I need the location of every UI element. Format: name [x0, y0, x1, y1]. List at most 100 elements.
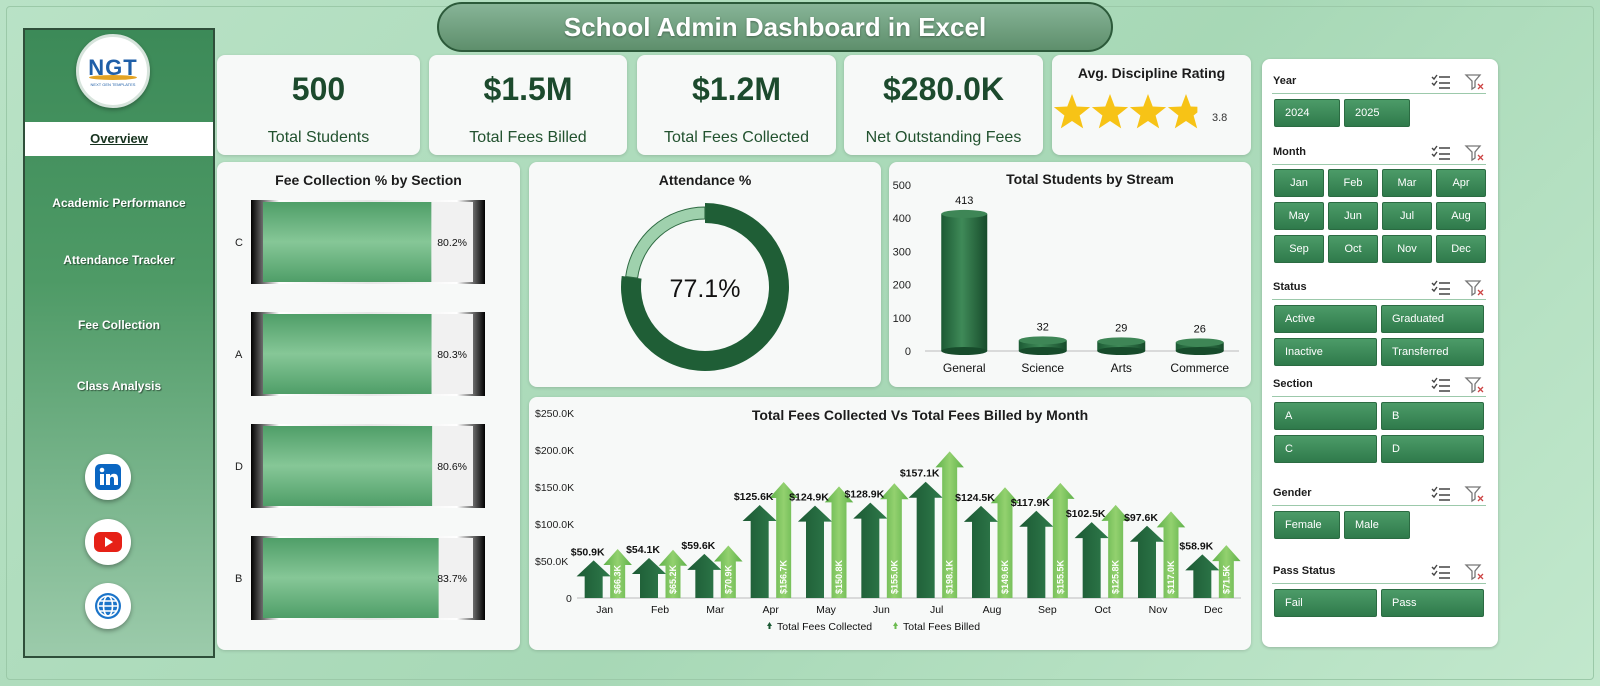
clear-filter-icon[interactable]: [1464, 376, 1486, 394]
star-icon: [1053, 94, 1091, 129]
slicer-option-month-jan[interactable]: Jan: [1274, 169, 1324, 197]
slicer-option-month-apr[interactable]: Apr: [1436, 169, 1486, 197]
fees-billed-bar: [935, 451, 964, 598]
slicer-option-status-inactive[interactable]: Inactive: [1274, 338, 1377, 366]
stream-bar-top: [1097, 337, 1146, 346]
slicer-option-section-d[interactable]: D: [1381, 435, 1484, 463]
slicer-option-status-transferred[interactable]: Transferred: [1381, 338, 1484, 366]
stream-category-label: Commerce: [1170, 361, 1229, 375]
nav-overview[interactable]: Overview: [25, 122, 213, 156]
rating-title: Avg. Discipline Rating: [1077, 65, 1226, 81]
multi-select-icon[interactable]: [1430, 279, 1452, 297]
slicer-option-month-oct[interactable]: Oct: [1328, 235, 1378, 263]
slicer-toolbar: [1430, 279, 1490, 297]
chart-title: Attendance %: [658, 172, 752, 188]
month-label: Aug: [983, 604, 1002, 616]
rating-stars: [1053, 94, 1198, 129]
month-label: Jul: [930, 604, 943, 616]
slicer-option-section-b[interactable]: B: [1381, 402, 1484, 430]
multi-select-icon[interactable]: [1430, 73, 1452, 91]
multi-select-icon[interactable]: [1430, 563, 1452, 581]
kpi-label: Total Fees Billed: [469, 129, 587, 146]
slicer-toolbar: [1430, 485, 1490, 503]
students-stream-chart: 0 100 200 300 400 500 413 General 32 Science 29 Art…: [893, 180, 1239, 375]
month-label: Mar: [706, 604, 725, 616]
clear-filter-icon[interactable]: [1464, 563, 1486, 581]
fees-collected-bar: [1129, 525, 1165, 598]
fees-billed-bar: [880, 483, 909, 598]
linkedin-icon[interactable]: [85, 454, 131, 500]
slicer-option-section-a[interactable]: A: [1274, 402, 1377, 430]
fees-billed-data-label: $71.5K: [1221, 564, 1231, 594]
stream-bar: [1175, 338, 1224, 355]
fees-billed-data-label: $149.6K: [1000, 559, 1010, 594]
stream-category-label: General: [943, 361, 986, 375]
slicer-option-status-graduated[interactable]: Graduated: [1381, 305, 1484, 333]
slicer-option-month-aug[interactable]: Aug: [1436, 202, 1486, 230]
fees-billed-bar: [1156, 511, 1186, 598]
monthly-fees-panel: Total Fees Collected Vs Total Fees Bille…: [529, 397, 1251, 650]
dashboard-title: School Admin Dashboard in Excel: [437, 2, 1113, 52]
star-icon: [1129, 94, 1167, 129]
slicer-toolbar: [1430, 563, 1490, 581]
slicer-option-year-2025[interactable]: 2025: [1344, 99, 1410, 127]
slicer-option-month-nov[interactable]: Nov: [1382, 235, 1432, 263]
multi-select-icon[interactable]: [1430, 144, 1452, 162]
slicer-option-month-mar[interactable]: Mar: [1382, 169, 1432, 197]
fees-billed-data-label: $125.8K: [1111, 559, 1121, 594]
logo-subtext: NEXT GEN TEMPLATES: [90, 82, 136, 87]
slicer-option-month-sep[interactable]: Sep: [1274, 235, 1324, 263]
slicer-option-month-jun[interactable]: Jun: [1328, 202, 1378, 230]
fees-billed-bar: [1101, 504, 1130, 598]
section-data-label: 83.7%: [437, 573, 467, 585]
kpi-card-discipline-rating: Avg. Discipline Rating 3.8: [1052, 55, 1251, 155]
slicer-option-pass-status-pass[interactable]: Pass: [1381, 589, 1484, 617]
kpi-value: 500: [291, 71, 346, 107]
kpi-card-total-fees-collected: $1.2M Total Fees Collected: [637, 55, 836, 155]
multi-select-icon[interactable]: [1430, 376, 1452, 394]
clear-filter-icon[interactable]: [1464, 73, 1486, 91]
slicer-divider: [1272, 93, 1486, 94]
slicer-option-month-jul[interactable]: Jul: [1382, 202, 1432, 230]
globe-icon[interactable]: [85, 583, 131, 629]
kpi-value: $1.2M: [692, 71, 781, 107]
youtube-icon[interactable]: [85, 519, 131, 565]
nav-attendance-tracker[interactable]: Attendance Tracker: [63, 253, 175, 267]
fees-collected-bar: [797, 505, 833, 598]
y-tick-label: 100: [893, 313, 911, 325]
slicer-option-year-2024[interactable]: 2024: [1274, 99, 1340, 127]
legend-billed-label: Total Fees Billed: [903, 621, 980, 633]
multi-select-icon[interactable]: [1430, 485, 1452, 503]
stream-bar-body: [1175, 342, 1224, 351]
section-bar: [263, 426, 433, 506]
stream-bar-base: [1018, 347, 1067, 355]
clear-filter-icon[interactable]: [1464, 485, 1486, 503]
fees-billed-data-label: $70.9K: [723, 564, 733, 594]
fees-billed-data-label: $65.2K: [668, 564, 678, 594]
chart-title: Total Students by Stream: [1006, 171, 1174, 187]
fees-collected-bar: [908, 481, 943, 598]
nav-academic-performance[interactable]: Academic Performance: [52, 196, 186, 210]
nav-fee-collection[interactable]: Fee Collection: [77, 318, 160, 332]
slicer-option-month-may[interactable]: May: [1274, 202, 1324, 230]
slicer-title-pass-status: Pass Status: [1273, 565, 1336, 577]
slicer-option-month-feb[interactable]: Feb: [1328, 169, 1378, 197]
slicer-option-gender-female[interactable]: Female: [1274, 511, 1340, 539]
slicer-option-month-dec[interactable]: Dec: [1436, 235, 1486, 263]
fees-collected-data-label: $102.5K: [1066, 508, 1106, 520]
stream-bar-body: [1097, 341, 1146, 351]
clear-filter-icon[interactable]: [1464, 279, 1486, 297]
kpi-label: Total Students: [267, 129, 370, 146]
y-tick-label: $250.0K: [535, 408, 574, 420]
clear-filter-icon[interactable]: [1464, 144, 1486, 162]
y-tick-label: 400: [893, 213, 911, 225]
slicer-divider: [1272, 164, 1486, 165]
month-label: Jan: [596, 604, 613, 616]
slicer-option-pass-status-fail[interactable]: Fail: [1274, 589, 1377, 617]
nav-class-analysis[interactable]: Class Analysis: [76, 379, 162, 393]
slicer-option-section-c[interactable]: C: [1274, 435, 1377, 463]
section-bar: [263, 538, 439, 618]
slicer-option-gender-male[interactable]: Male: [1344, 511, 1410, 539]
attendance-value: 77.1%: [669, 275, 741, 303]
slicer-option-status-active[interactable]: Active: [1274, 305, 1377, 333]
